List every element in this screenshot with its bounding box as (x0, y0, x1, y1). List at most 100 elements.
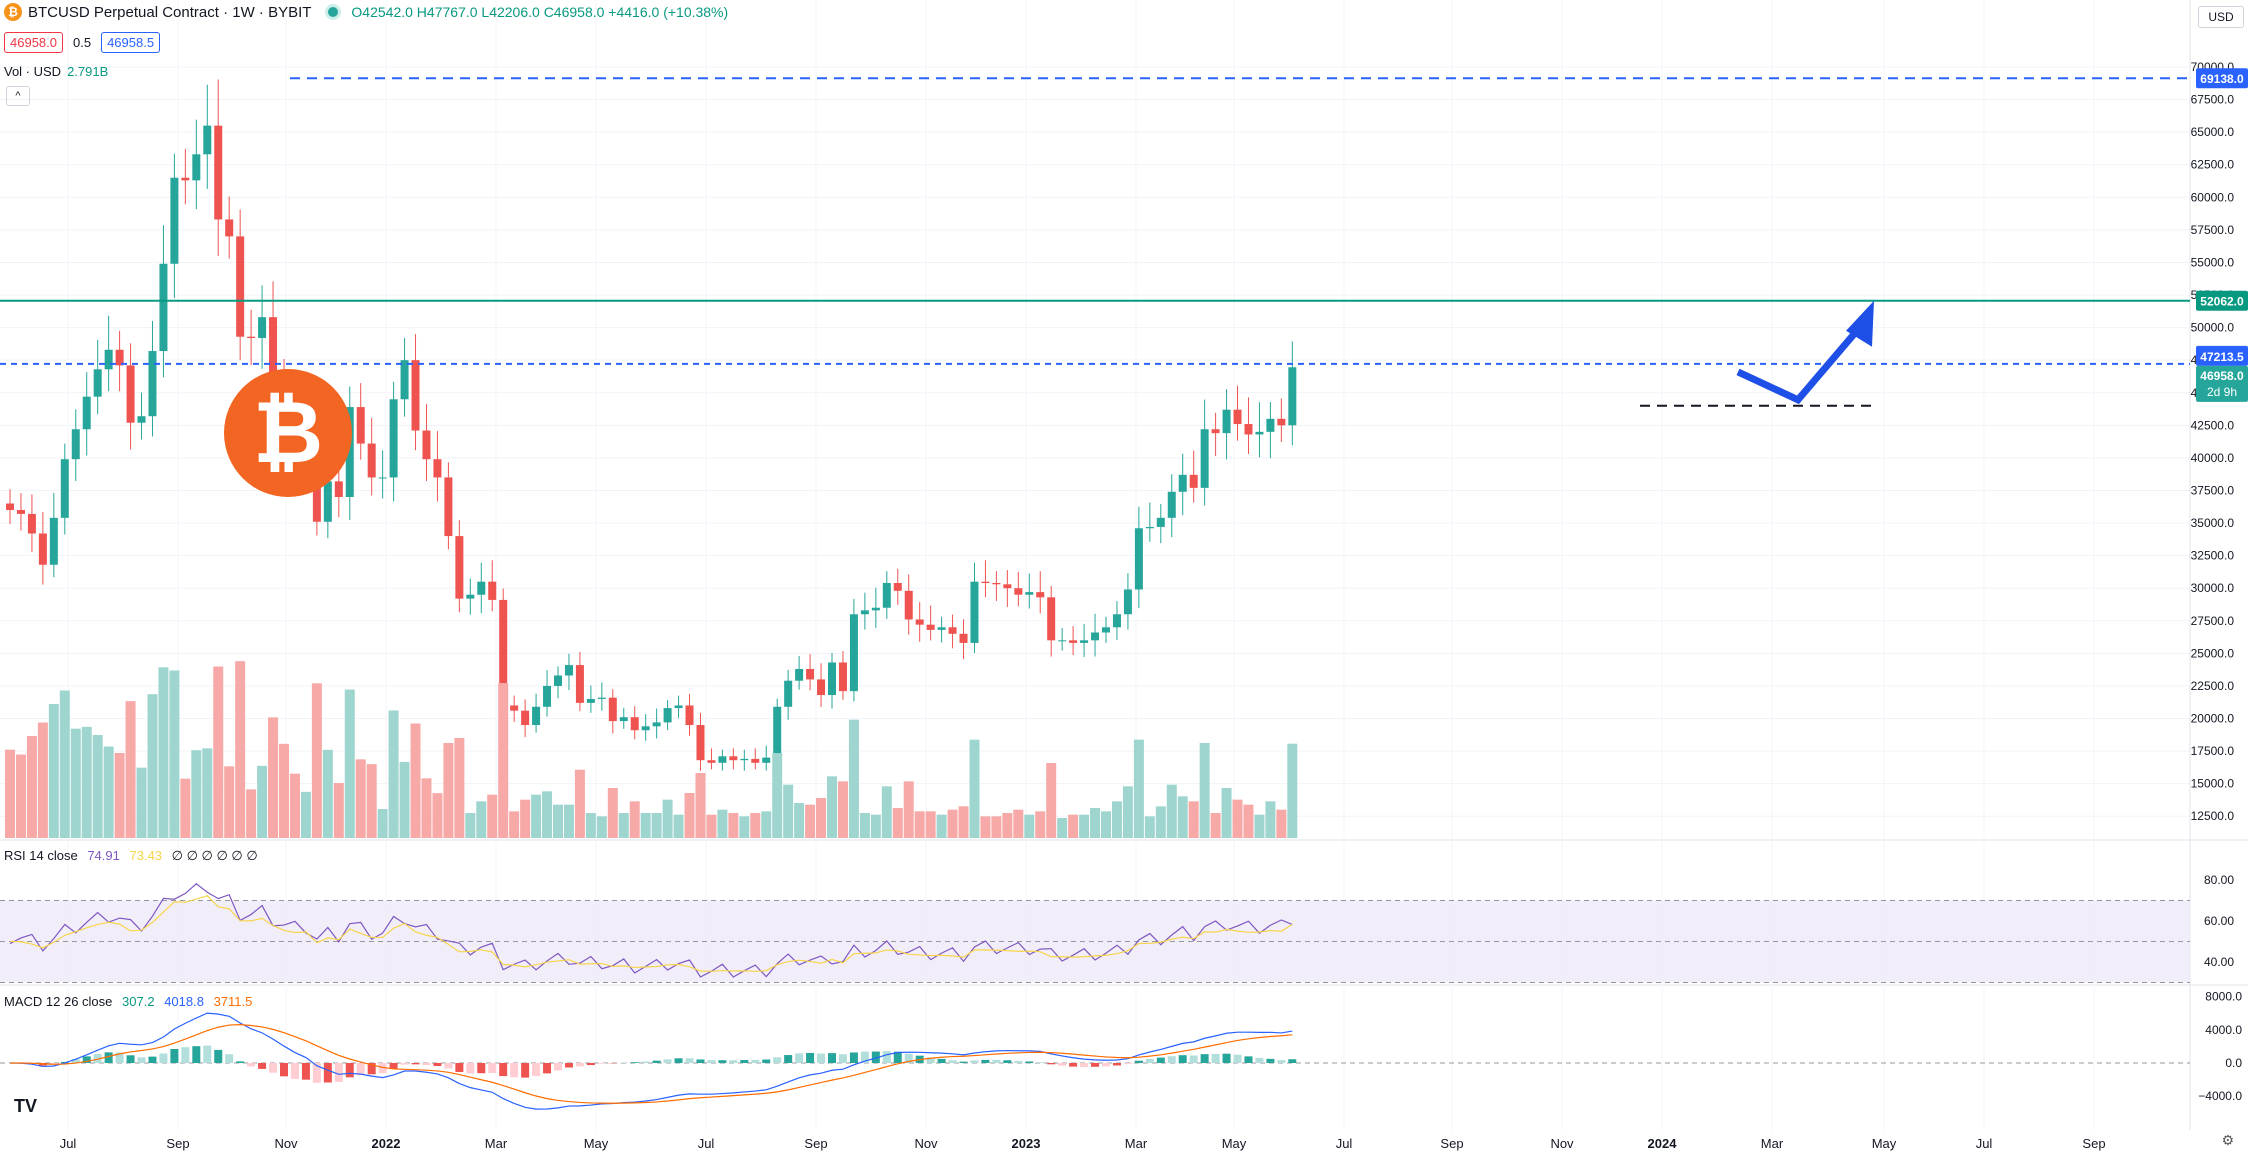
macd-hist-bar (1288, 1059, 1297, 1063)
candle-body (247, 336, 256, 339)
macd-hist-bar (729, 1060, 738, 1063)
macd-hist-bar (71, 1059, 80, 1063)
candle-body (564, 665, 573, 676)
symbol-title[interactable]: BTCUSD Perpetual Contract · 1W · BYBIT (28, 3, 312, 21)
candle-body (641, 726, 650, 731)
macd-hist-bar (817, 1053, 826, 1063)
macd-hist-bar (1189, 1055, 1198, 1063)
volume-bar (1177, 796, 1188, 838)
macd-hist-bar (795, 1053, 804, 1063)
macd-hist-bar (904, 1053, 913, 1063)
candle-body (575, 665, 584, 703)
candle-body (1145, 526, 1154, 529)
volume-bar (947, 809, 958, 838)
macd-hist-bar (762, 1059, 771, 1063)
candle-body (345, 407, 354, 497)
candle-body (1156, 517, 1165, 527)
macd-hist-bar (1211, 1054, 1220, 1063)
currency-selector[interactable]: USD (2198, 6, 2244, 28)
time-tick-label: May (1222, 1136, 1247, 1151)
volume-bar (191, 750, 202, 838)
volume-bar (772, 753, 783, 838)
buy-button[interactable]: 46958.5 (101, 32, 161, 53)
volume-bar (673, 814, 684, 838)
macd-hist-bar (203, 1045, 212, 1063)
volume-bar (750, 813, 761, 838)
volume-bar (1254, 814, 1265, 838)
volume-bar (1221, 788, 1232, 838)
last-price-label: 46958.0 (2200, 369, 2244, 383)
time-tick-label: Sep (804, 1136, 827, 1151)
volume-bar (92, 735, 103, 838)
volume-bar (509, 811, 520, 838)
volume-bar (1101, 811, 1111, 838)
rsi-line (9, 882, 1293, 978)
time-tick-label: Jul (1336, 1136, 1353, 1151)
ath-price-label-bg (2196, 68, 2248, 89)
candle-body (49, 517, 58, 565)
price-tick-label: 35000.0 (2191, 516, 2235, 530)
price-tick-label: 67500.0 (2191, 93, 2235, 107)
collapse-legend-button[interactable]: ^ (6, 86, 30, 106)
macd-hist-bar (685, 1058, 694, 1063)
price-tick-label: 42500.0 (2191, 418, 2235, 432)
candle-body (1047, 597, 1056, 641)
rsi-value: 74.91 (87, 848, 120, 863)
time-tick-label: Jul (60, 1136, 77, 1151)
macd-hist-bar (543, 1063, 552, 1074)
volume-bar (1155, 806, 1166, 838)
volume-bar (1057, 818, 1068, 838)
macd-hist-bar (718, 1060, 727, 1063)
candle-body (1014, 588, 1023, 595)
macd-hist-bar (1014, 1060, 1023, 1063)
candle-body (225, 219, 234, 237)
volume-bar (936, 814, 947, 838)
volume-bar (827, 776, 837, 838)
volume-bar (300, 791, 311, 838)
candle-body (773, 706, 782, 758)
macd-tick-label: −4000.0 (2198, 1089, 2242, 1103)
price-tick-label: 32500.0 (2191, 549, 2235, 563)
ohlc-values: O42542.0 H47767.0 L42206.0 C46958.0 +441… (351, 4, 729, 20)
candle-body (521, 710, 530, 726)
volume-bar (914, 811, 925, 838)
volume-bar (37, 722, 48, 838)
macd-hist-bar (1156, 1057, 1165, 1063)
candle-body (652, 722, 661, 727)
gear-icon[interactable]: ⚙ (2221, 1132, 2234, 1148)
candle-body (82, 396, 91, 430)
volume-bar (1232, 799, 1243, 838)
candle-body (718, 756, 727, 763)
candle-body (258, 317, 267, 339)
macd-value: 4018.8 (164, 994, 204, 1009)
candle-body (597, 697, 606, 699)
volume-bar (443, 743, 454, 838)
volume-bar (180, 778, 191, 838)
candle-body (554, 675, 562, 686)
macd-hist-bar (828, 1053, 836, 1063)
price-tick-label: 50000.0 (2191, 321, 2235, 335)
volume-bar (1243, 804, 1254, 838)
volume-bar (805, 804, 816, 838)
volume-bar (1133, 739, 1144, 838)
macd-hist-bar (433, 1063, 442, 1067)
macd-hist-bar (597, 1063, 606, 1064)
volume-bar (421, 778, 432, 838)
sell-button[interactable]: 46958.0 (4, 32, 63, 53)
volume-bar (640, 813, 651, 838)
macd-tick-label: 0.0 (2225, 1056, 2242, 1070)
candle-body (959, 633, 968, 643)
macd-hist-bar (992, 1059, 1001, 1063)
volume-bar (1046, 763, 1057, 838)
volume-bar (399, 762, 410, 838)
macd-hist-bar (466, 1063, 475, 1074)
time-tick-label: Jul (1976, 1136, 1993, 1151)
candle-body (170, 177, 179, 264)
macd-hist-bar (586, 1063, 595, 1066)
volume-bar (136, 767, 147, 838)
last-price-bg (2196, 365, 2248, 402)
brand-logo-icon (224, 369, 352, 497)
macd-hist-bar (148, 1056, 157, 1063)
candle-body (926, 624, 935, 630)
